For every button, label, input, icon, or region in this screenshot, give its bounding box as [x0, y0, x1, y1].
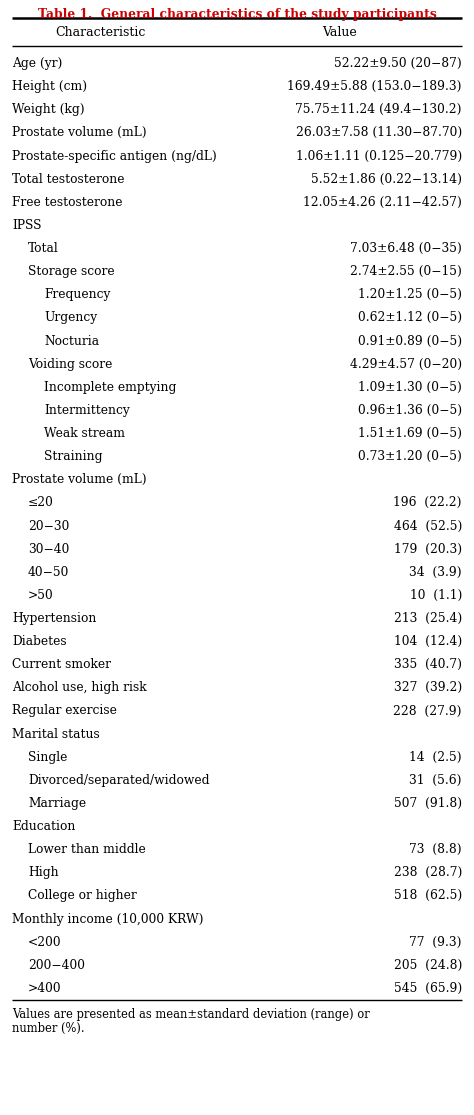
Text: 40−50: 40−50: [28, 565, 69, 579]
Text: Frequency: Frequency: [44, 289, 110, 301]
Text: Marriage: Marriage: [28, 797, 86, 809]
Text: 327  (39.2): 327 (39.2): [394, 681, 462, 695]
Text: 228  (27.9): 228 (27.9): [393, 705, 462, 717]
Text: 73  (8.8): 73 (8.8): [410, 843, 462, 856]
Text: IPSS: IPSS: [12, 219, 42, 232]
Text: 12.05±4.26 (2.11−42.57): 12.05±4.26 (2.11−42.57): [303, 196, 462, 209]
Text: 1.09±1.30 (0−5): 1.09±1.30 (0−5): [358, 380, 462, 394]
Text: Regular exercise: Regular exercise: [12, 705, 117, 717]
Text: Alcohol use, high risk: Alcohol use, high risk: [12, 681, 146, 695]
Text: Prostate volume (mL): Prostate volume (mL): [12, 473, 146, 486]
Text: Prostate-specific antigen (ng/dL): Prostate-specific antigen (ng/dL): [12, 149, 217, 163]
Text: 14  (2.5): 14 (2.5): [410, 750, 462, 764]
Text: 26.03±7.58 (11.30−87.70): 26.03±7.58 (11.30−87.70): [296, 126, 462, 139]
Text: 196  (22.2): 196 (22.2): [393, 496, 462, 510]
Text: Weight (kg): Weight (kg): [12, 104, 85, 116]
Text: 0.73±1.20 (0−5): 0.73±1.20 (0−5): [358, 450, 462, 463]
Text: 0.62±1.12 (0−5): 0.62±1.12 (0−5): [358, 311, 462, 324]
Text: 20−30: 20−30: [28, 520, 69, 533]
Text: 507  (91.8): 507 (91.8): [394, 797, 462, 809]
Text: Voiding score: Voiding score: [28, 358, 112, 370]
Text: 200−400: 200−400: [28, 959, 85, 972]
Text: 518  (62.5): 518 (62.5): [394, 890, 462, 902]
Text: Divorced/separated/widowed: Divorced/separated/widowed: [28, 774, 210, 787]
Text: 205  (24.8): 205 (24.8): [393, 959, 462, 972]
Text: 1.20±1.25 (0−5): 1.20±1.25 (0−5): [358, 289, 462, 301]
Text: Nocturia: Nocturia: [44, 334, 99, 348]
Text: Characteristic: Characteristic: [55, 27, 145, 39]
Text: Diabetes: Diabetes: [12, 636, 67, 648]
Text: 52.22±9.50 (20−87): 52.22±9.50 (20−87): [334, 57, 462, 70]
Text: Total: Total: [28, 242, 59, 255]
Text: 179  (20.3): 179 (20.3): [394, 543, 462, 555]
Text: 2.74±2.55 (0−15): 2.74±2.55 (0−15): [350, 265, 462, 278]
Text: 104  (12.4): 104 (12.4): [394, 636, 462, 648]
Text: 545  (65.9): 545 (65.9): [394, 982, 462, 995]
Text: 30−40: 30−40: [28, 543, 69, 555]
Text: Lower than middle: Lower than middle: [28, 843, 146, 856]
Text: Table 1.  General characteristics of the study participants: Table 1. General characteristics of the …: [37, 8, 437, 21]
Text: Marital status: Marital status: [12, 728, 100, 740]
Text: Intermittency: Intermittency: [44, 404, 130, 417]
Text: Prostate volume (mL): Prostate volume (mL): [12, 126, 146, 139]
Text: number (%).: number (%).: [12, 1022, 85, 1035]
Text: 7.03±6.48 (0−35): 7.03±6.48 (0−35): [350, 242, 462, 255]
Text: Storage score: Storage score: [28, 265, 115, 278]
Text: 238  (28.7): 238 (28.7): [393, 866, 462, 880]
Text: 34  (3.9): 34 (3.9): [410, 565, 462, 579]
Text: 5.52±1.86 (0.22−13.14): 5.52±1.86 (0.22−13.14): [311, 173, 462, 186]
Text: Total testosterone: Total testosterone: [12, 173, 125, 186]
Text: 0.96±1.36 (0−5): 0.96±1.36 (0−5): [358, 404, 462, 417]
Text: Values are presented as mean±standard deviation (range) or: Values are presented as mean±standard de…: [12, 1008, 370, 1021]
Text: >400: >400: [28, 982, 62, 995]
Text: 213  (25.4): 213 (25.4): [394, 612, 462, 626]
Text: Straining: Straining: [44, 450, 102, 463]
Text: 335  (40.7): 335 (40.7): [394, 658, 462, 671]
Text: 169.49±5.88 (153.0−189.3): 169.49±5.88 (153.0−189.3): [288, 80, 462, 94]
Text: Education: Education: [12, 821, 75, 833]
Text: Age (yr): Age (yr): [12, 57, 63, 70]
Text: Current smoker: Current smoker: [12, 658, 111, 671]
Text: Urgency: Urgency: [44, 311, 97, 324]
Text: Height (cm): Height (cm): [12, 80, 87, 94]
Text: Free testosterone: Free testosterone: [12, 196, 122, 209]
Text: 1.51±1.69 (0−5): 1.51±1.69 (0−5): [358, 427, 462, 440]
Text: 1.06±1.11 (0.125−20.779): 1.06±1.11 (0.125−20.779): [296, 149, 462, 163]
Text: Single: Single: [28, 750, 67, 764]
Text: 75.75±11.24 (49.4−130.2): 75.75±11.24 (49.4−130.2): [295, 104, 462, 116]
Text: ≤20: ≤20: [28, 496, 54, 510]
Text: 4.29±4.57 (0−20): 4.29±4.57 (0−20): [350, 358, 462, 370]
Text: College or higher: College or higher: [28, 890, 137, 902]
Text: 0.91±0.89 (0−5): 0.91±0.89 (0−5): [358, 334, 462, 348]
Text: 77  (9.3): 77 (9.3): [410, 935, 462, 949]
Text: 464  (52.5): 464 (52.5): [393, 520, 462, 533]
Text: Weak stream: Weak stream: [44, 427, 125, 440]
Text: Monthly income (10,000 KRW): Monthly income (10,000 KRW): [12, 912, 203, 925]
Text: Incomplete emptying: Incomplete emptying: [44, 380, 176, 394]
Text: Value: Value: [323, 27, 357, 39]
Text: 31  (5.6): 31 (5.6): [410, 774, 462, 787]
Text: <200: <200: [28, 935, 62, 949]
Text: >50: >50: [28, 589, 54, 602]
Text: Hypertension: Hypertension: [12, 612, 96, 626]
Text: 10  (1.1): 10 (1.1): [410, 589, 462, 602]
Text: High: High: [28, 866, 59, 880]
